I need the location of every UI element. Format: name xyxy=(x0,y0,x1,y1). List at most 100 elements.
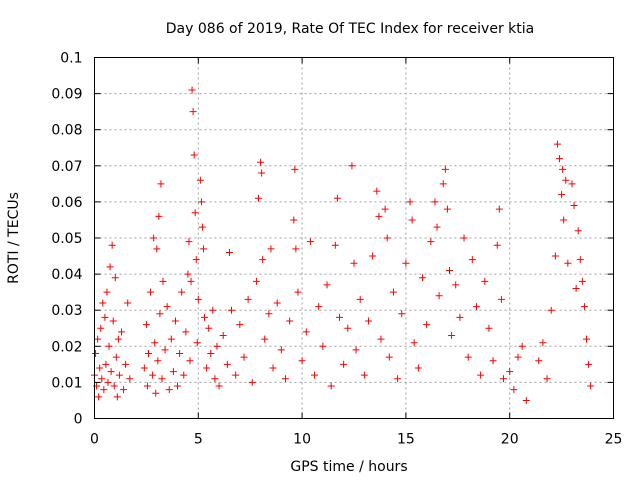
data-point xyxy=(144,350,152,358)
data-point xyxy=(115,371,123,379)
data-point xyxy=(319,342,327,350)
data-point xyxy=(578,277,586,285)
data-point xyxy=(547,306,555,314)
x-tick-label: 0 xyxy=(90,432,99,448)
data-point xyxy=(410,339,418,347)
x-tick-label: 20 xyxy=(501,432,519,448)
data-point xyxy=(535,357,543,365)
data-point xyxy=(108,241,116,249)
data-point xyxy=(94,335,102,343)
data-point xyxy=(562,176,570,184)
data-point xyxy=(209,306,217,314)
data-point xyxy=(456,313,464,321)
data-point xyxy=(178,288,186,296)
data-point xyxy=(499,375,507,383)
data-point xyxy=(167,335,175,343)
y-tick-label: 0.07 xyxy=(51,159,82,175)
data-point xyxy=(311,371,319,379)
data-point xyxy=(572,285,580,293)
data-point xyxy=(267,245,275,253)
data-point xyxy=(493,241,501,249)
x-axis-label: GPS time / hours xyxy=(290,459,407,475)
data-point xyxy=(497,295,505,303)
data-point xyxy=(439,180,447,188)
data-point xyxy=(477,371,485,379)
data-point xyxy=(292,245,300,253)
data-point xyxy=(574,227,582,235)
data-point xyxy=(102,360,110,368)
axis-ticks: 0 0.01 0.02 0.03 0.04 0.05 0.06 0.07 0.08 0.09 0.1… xyxy=(51,51,622,448)
y-tick-label: 0.09 xyxy=(51,87,82,103)
data-point xyxy=(340,360,348,368)
data-point xyxy=(385,353,393,361)
data-point xyxy=(152,389,160,397)
data-point xyxy=(261,335,269,343)
data-point xyxy=(205,324,213,332)
data-point xyxy=(394,375,402,383)
data-point xyxy=(99,299,107,307)
data-point xyxy=(481,277,489,285)
data-point xyxy=(331,241,339,249)
y-axis-label: ROTI / TECUs xyxy=(6,192,22,284)
data-point xyxy=(441,165,449,173)
data-point xyxy=(419,274,427,282)
data-point xyxy=(369,252,377,260)
data-point xyxy=(113,393,121,401)
data-point xyxy=(539,339,547,347)
data-point xyxy=(232,371,240,379)
data-point xyxy=(107,368,115,376)
data-point xyxy=(110,382,118,390)
data-point xyxy=(290,216,298,224)
data-point xyxy=(106,263,114,271)
data-point xyxy=(236,321,244,329)
data-point xyxy=(112,353,120,361)
data-point xyxy=(190,151,198,159)
data-point xyxy=(375,212,383,220)
data-point xyxy=(373,187,381,195)
data-point xyxy=(114,335,122,343)
data-point xyxy=(587,382,595,390)
data-point xyxy=(142,321,150,329)
data-point xyxy=(240,353,248,361)
data-point xyxy=(203,364,211,372)
data-point xyxy=(257,158,265,166)
data-point xyxy=(445,266,453,274)
y-tick-label: 0.08 xyxy=(51,123,82,139)
data-point xyxy=(158,375,166,383)
data-point xyxy=(468,256,476,264)
data-point xyxy=(180,371,188,379)
data-point xyxy=(506,368,514,376)
data-point xyxy=(199,245,207,253)
x-tick-label: 5 xyxy=(194,432,203,448)
y-tick-label: 0 xyxy=(74,412,83,428)
data-point xyxy=(518,342,526,350)
data-point xyxy=(150,234,158,242)
data-point xyxy=(174,382,182,390)
data-point xyxy=(248,378,256,386)
data-point xyxy=(443,205,451,213)
data-point xyxy=(423,321,431,329)
data-point xyxy=(154,357,162,365)
data-point xyxy=(433,223,441,231)
y-tick-label: 0.03 xyxy=(51,303,82,319)
y-tick-label: 0.01 xyxy=(51,375,82,391)
data-point xyxy=(153,245,161,253)
data-point xyxy=(244,295,252,303)
data-point xyxy=(427,238,435,246)
data-point xyxy=(350,259,358,267)
data-point xyxy=(406,198,414,206)
data-point xyxy=(460,234,468,242)
data-point xyxy=(286,317,294,325)
data-point xyxy=(381,205,389,213)
data-point xyxy=(580,303,588,311)
data-point xyxy=(335,313,343,321)
data-point xyxy=(171,317,179,325)
data-point xyxy=(585,360,593,368)
data-point xyxy=(157,180,165,188)
data-point xyxy=(323,281,331,289)
data-point xyxy=(100,386,108,394)
data-point xyxy=(551,252,559,260)
data-point xyxy=(197,198,205,206)
data-point xyxy=(514,353,522,361)
data-point xyxy=(95,393,103,401)
